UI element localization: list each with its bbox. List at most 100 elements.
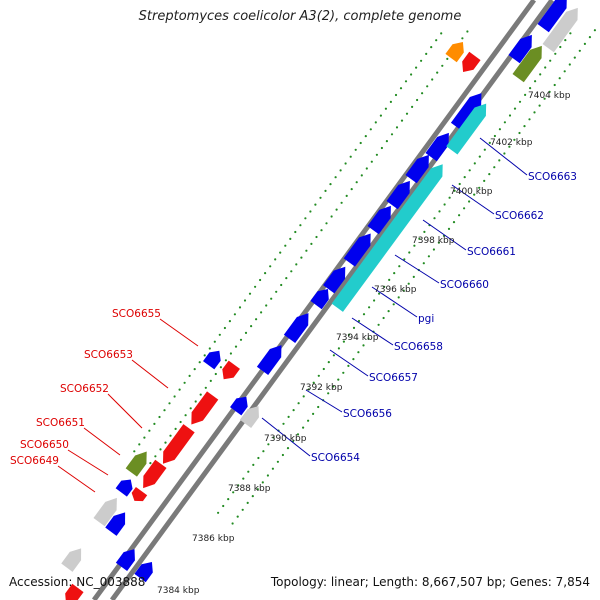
reverse-gene-label[interactable]: SCO6651: [36, 417, 85, 429]
gene-arrow[interactable]: [230, 393, 252, 416]
tick-dot: [493, 166, 496, 169]
gene-arrow[interactable]: [343, 229, 377, 267]
tick-dot: [418, 237, 421, 240]
tick-dot: [441, 64, 444, 67]
tick-dot: [383, 285, 386, 288]
tick-dot: [254, 285, 257, 288]
tick-dot: [461, 37, 464, 40]
gene-arrow[interactable]: [105, 508, 130, 536]
tick-dot: [553, 83, 556, 87]
reverse-gene-label[interactable]: SCO6655: [112, 308, 161, 320]
gene-arrow[interactable]: [446, 99, 492, 155]
tick-dot: [452, 221, 456, 224]
tick-dot: [248, 292, 252, 295]
tick-dot: [397, 296, 400, 299]
gene-arrow[interactable]: [457, 51, 481, 76]
tick-dot: [554, 52, 557, 55]
gene-arrow[interactable]: [61, 544, 86, 572]
gene-arrow[interactable]: [239, 402, 264, 429]
gene-arrow[interactable]: [445, 38, 468, 63]
tick-dot: [198, 361, 201, 364]
gene-arrow[interactable]: [115, 545, 140, 572]
reverse-gene-label[interactable]: SCO6649: [10, 455, 59, 467]
tick-dot: [214, 372, 217, 376]
reverse-gene-label[interactable]: SCO6653: [84, 349, 133, 361]
tick-dot: [395, 126, 399, 129]
tick-dot: [189, 407, 192, 410]
tick-dot: [543, 97, 546, 100]
gene-arrow[interactable]: [331, 160, 449, 312]
forward-gene-label[interactable]: SCO6663: [528, 171, 577, 183]
tick-dot: [368, 306, 371, 309]
tick-dot: [337, 378, 340, 381]
forward-gene-label[interactable]: SCO6660: [440, 279, 489, 291]
tick-dot: [317, 374, 320, 377]
forward-label-leader: [422, 219, 467, 251]
gene-arrow[interactable]: [512, 42, 548, 83]
gene-arrow[interactable]: [125, 447, 153, 477]
gene-arrow[interactable]: [93, 494, 122, 527]
forward-gene-label[interactable]: SCO6662: [495, 210, 544, 222]
tick-dot: [528, 118, 531, 121]
reverse-gene-label[interactable]: SCO6652: [60, 383, 109, 395]
tick-dot: [232, 491, 235, 494]
gene-arrow[interactable]: [405, 151, 434, 184]
gene-arrow[interactable]: [60, 583, 84, 600]
gene-arrow[interactable]: [203, 347, 225, 370]
forward-gene-label[interactable]: SCO6654: [311, 452, 360, 464]
gene-arrow[interactable]: [134, 558, 157, 583]
tick-dot: [292, 409, 295, 412]
forward-label-leader: [371, 286, 418, 318]
gene-arrow[interactable]: [218, 360, 240, 384]
tick-dot: [583, 42, 587, 46]
tick-dot: [294, 230, 297, 234]
tick-dot: [320, 229, 323, 232]
tick-dot: [448, 196, 451, 199]
gene-arrow[interactable]: [115, 475, 137, 497]
tick-dot: [238, 306, 242, 309]
tick-dot: [402, 289, 405, 292]
tick-dot: [390, 133, 394, 136]
tick-dot: [281, 453, 284, 457]
tick-dot: [573, 56, 576, 59]
gene-arrow[interactable]: [537, 0, 573, 33]
tick-dot: [478, 186, 481, 189]
reverse-label-leader: [131, 359, 169, 389]
gene-arrow[interactable]: [367, 202, 396, 235]
forward-gene-label[interactable]: SCO6661: [467, 246, 516, 258]
tick-dot: [327, 361, 330, 364]
tick-dot: [411, 105, 414, 108]
gene-arrow[interactable]: [542, 4, 584, 53]
tick-dot: [178, 388, 181, 391]
forward-gene-label[interactable]: SCO6656: [343, 408, 392, 420]
forward-label-leader: [351, 317, 394, 346]
gene-arrow[interactable]: [323, 263, 351, 294]
tick-dot: [407, 282, 410, 285]
gene-arrow[interactable]: [137, 459, 167, 492]
tick-dot: [503, 121, 506, 124]
tick-dot: [255, 318, 258, 321]
tick-dot: [289, 237, 292, 240]
gene-arrow[interactable]: [386, 177, 415, 210]
reverse-gene-label[interactable]: SCO6650: [20, 439, 69, 451]
gene-arrow[interactable]: [256, 341, 287, 376]
gene-arrow[interactable]: [310, 285, 333, 310]
gene-arrow[interactable]: [157, 424, 195, 468]
forward-gene-label[interactable]: pgi: [418, 313, 434, 325]
forward-gene-label[interactable]: SCO6657: [369, 372, 418, 384]
gene-arrow[interactable]: [283, 309, 314, 344]
forward-gene-label[interactable]: SCO6658: [394, 341, 443, 353]
tick-dot: [513, 138, 516, 141]
gene-arrow[interactable]: [450, 89, 487, 132]
tick-dot: [518, 100, 522, 103]
tick-dot: [468, 169, 471, 172]
gene-arrow[interactable]: [425, 129, 454, 162]
gene-arrow[interactable]: [129, 487, 148, 505]
tick-dot: [282, 422, 285, 425]
gene-arrow[interactable]: [508, 31, 537, 64]
gene-arrow[interactable]: [186, 391, 219, 428]
tick-dot: [360, 174, 363, 177]
tick-dot: [508, 114, 512, 117]
tick-dot: [538, 104, 541, 107]
